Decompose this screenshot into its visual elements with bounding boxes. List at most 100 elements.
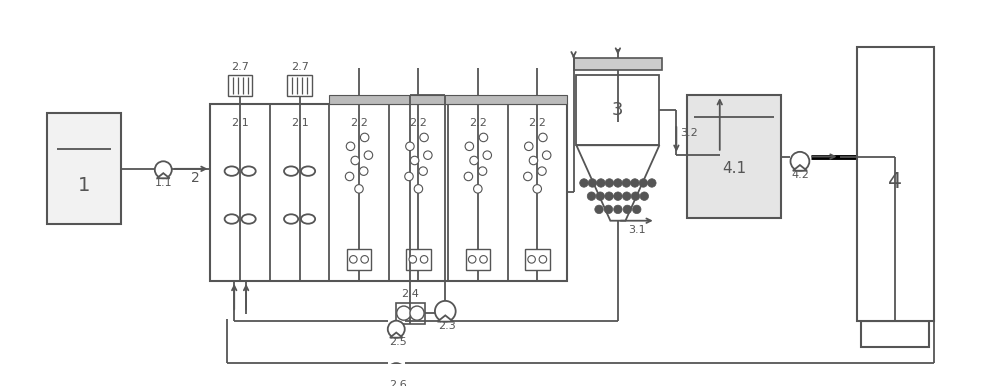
Circle shape xyxy=(604,205,613,213)
Bar xyxy=(287,75,312,96)
Circle shape xyxy=(480,256,487,263)
Bar xyxy=(396,303,425,323)
Text: 4.2: 4.2 xyxy=(791,171,809,180)
Text: 1: 1 xyxy=(78,176,90,195)
Text: 2.1: 2.1 xyxy=(231,118,249,128)
Circle shape xyxy=(464,172,473,181)
Circle shape xyxy=(479,133,488,142)
Text: 3.1: 3.1 xyxy=(628,225,646,235)
Text: 2.2: 2.2 xyxy=(528,118,546,128)
Text: 2.2: 2.2 xyxy=(350,118,368,128)
Bar xyxy=(861,321,929,347)
Circle shape xyxy=(639,179,648,187)
Circle shape xyxy=(533,185,541,193)
Circle shape xyxy=(355,185,363,193)
Circle shape xyxy=(474,185,482,193)
Circle shape xyxy=(410,306,424,320)
Ellipse shape xyxy=(301,166,315,176)
Text: 2.7: 2.7 xyxy=(291,62,309,72)
Circle shape xyxy=(420,256,428,263)
Circle shape xyxy=(435,301,456,322)
Circle shape xyxy=(580,179,588,187)
Bar xyxy=(466,249,490,270)
Circle shape xyxy=(361,256,368,263)
Circle shape xyxy=(406,142,414,151)
Polygon shape xyxy=(390,375,403,380)
Polygon shape xyxy=(576,145,659,221)
Circle shape xyxy=(648,179,656,187)
Text: 2.2: 2.2 xyxy=(469,118,487,128)
Text: 4.1: 4.1 xyxy=(722,161,746,176)
Bar xyxy=(47,113,121,225)
Ellipse shape xyxy=(225,214,239,224)
Bar xyxy=(576,74,659,145)
Circle shape xyxy=(528,256,535,263)
Circle shape xyxy=(468,256,476,263)
Circle shape xyxy=(631,192,640,200)
Bar xyxy=(857,47,934,321)
Polygon shape xyxy=(390,333,403,338)
Bar xyxy=(329,95,567,104)
Text: 2: 2 xyxy=(191,171,200,185)
Bar xyxy=(525,249,550,270)
Circle shape xyxy=(542,151,551,159)
Ellipse shape xyxy=(242,214,256,224)
Circle shape xyxy=(790,152,809,171)
Circle shape xyxy=(529,156,538,165)
Circle shape xyxy=(538,167,546,175)
Text: 2.6: 2.6 xyxy=(389,380,407,386)
Ellipse shape xyxy=(225,166,239,176)
Circle shape xyxy=(588,179,597,187)
Circle shape xyxy=(359,167,368,175)
Circle shape xyxy=(155,161,172,178)
Circle shape xyxy=(465,142,474,151)
Circle shape xyxy=(614,192,622,200)
Text: 4: 4 xyxy=(888,172,902,192)
Circle shape xyxy=(614,179,622,187)
Bar xyxy=(406,249,431,270)
Circle shape xyxy=(470,156,478,165)
Circle shape xyxy=(360,133,369,142)
Circle shape xyxy=(410,156,419,165)
Circle shape xyxy=(539,133,547,142)
Circle shape xyxy=(419,167,427,175)
Circle shape xyxy=(483,151,492,159)
Circle shape xyxy=(622,179,631,187)
Text: 1.1: 1.1 xyxy=(154,178,172,188)
Circle shape xyxy=(605,192,613,200)
Ellipse shape xyxy=(301,214,315,224)
Circle shape xyxy=(478,167,487,175)
Text: 3.2: 3.2 xyxy=(680,129,698,139)
Circle shape xyxy=(539,256,547,263)
Circle shape xyxy=(345,172,354,181)
Circle shape xyxy=(388,321,405,338)
Bar xyxy=(228,75,252,96)
Circle shape xyxy=(405,172,413,181)
Circle shape xyxy=(350,256,357,263)
Circle shape xyxy=(596,192,605,200)
Ellipse shape xyxy=(284,166,298,176)
Text: 2.7: 2.7 xyxy=(231,62,249,72)
Circle shape xyxy=(424,151,432,159)
Circle shape xyxy=(397,306,411,320)
Circle shape xyxy=(597,179,605,187)
Polygon shape xyxy=(793,165,807,171)
Circle shape xyxy=(587,192,596,200)
Ellipse shape xyxy=(242,166,256,176)
Circle shape xyxy=(622,192,631,200)
Bar xyxy=(687,95,781,218)
Bar xyxy=(347,249,371,270)
Circle shape xyxy=(364,151,373,159)
Bar xyxy=(574,58,662,70)
Text: 2.3: 2.3 xyxy=(438,321,456,331)
Ellipse shape xyxy=(284,214,298,224)
Circle shape xyxy=(525,142,533,151)
Circle shape xyxy=(595,205,603,213)
Circle shape xyxy=(633,205,641,213)
Circle shape xyxy=(346,142,355,151)
Circle shape xyxy=(409,256,417,263)
Circle shape xyxy=(640,192,649,200)
Circle shape xyxy=(414,185,423,193)
Polygon shape xyxy=(438,315,453,322)
Text: 2.1: 2.1 xyxy=(291,118,308,128)
